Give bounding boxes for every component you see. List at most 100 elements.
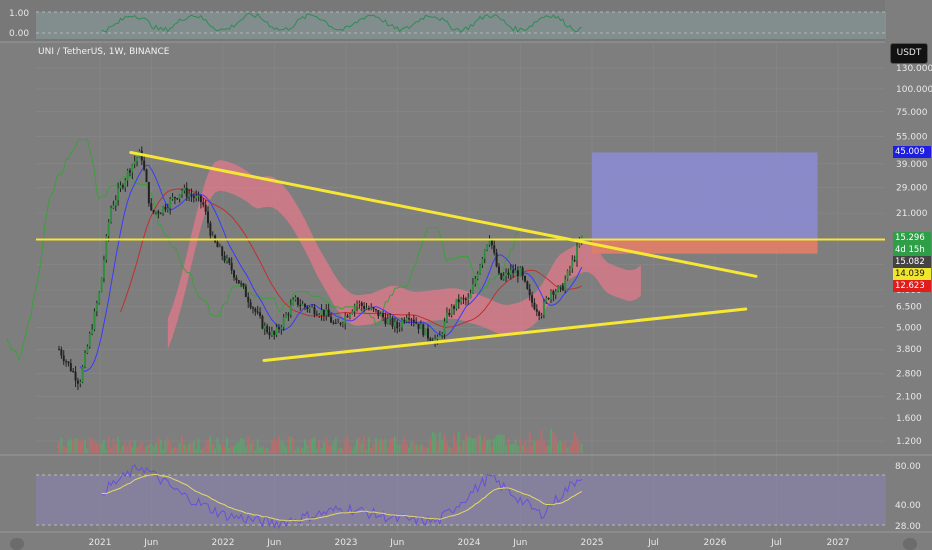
volume-bar bbox=[533, 440, 536, 453]
candle-body bbox=[436, 336, 439, 339]
triangle-lower-trendline[interactable] bbox=[262, 307, 748, 362]
volume-bar bbox=[159, 440, 162, 453]
volume-bar bbox=[488, 439, 491, 453]
candle-body bbox=[441, 333, 444, 336]
candle-body bbox=[261, 316, 264, 329]
volume-bar bbox=[209, 436, 212, 453]
volume-bar bbox=[419, 443, 422, 453]
position-target-box[interactable] bbox=[592, 152, 818, 240]
volume-bar bbox=[417, 445, 420, 453]
settings-circle-left[interactable] bbox=[10, 538, 24, 550]
price-tick-label: 1.600 bbox=[896, 414, 922, 424]
volume-bar bbox=[365, 449, 368, 453]
candle-body bbox=[339, 322, 342, 325]
candle-body bbox=[88, 333, 91, 347]
settings-circle-right[interactable] bbox=[903, 538, 917, 550]
time-axis[interactable]: 2021 Jun 2022 Jun 2023 Jun 2024 Jun 2025 Jul 2026 J… bbox=[89, 538, 850, 548]
volume-bar bbox=[552, 431, 555, 453]
candle-body bbox=[223, 255, 226, 262]
candle-body bbox=[211, 235, 214, 237]
candle-body bbox=[358, 302, 361, 304]
volume-bar bbox=[578, 441, 581, 453]
base-line bbox=[120, 188, 583, 328]
time-tick-label: Jun bbox=[143, 538, 158, 548]
candle-body bbox=[566, 270, 569, 280]
candle-body bbox=[171, 197, 174, 200]
candle-body bbox=[195, 195, 198, 198]
candle-body bbox=[479, 264, 482, 274]
price-tag: 4d 15h bbox=[893, 244, 931, 257]
volume-bar bbox=[65, 448, 68, 453]
volume-bar bbox=[391, 437, 394, 453]
volume-bar bbox=[240, 438, 243, 453]
volume-bar bbox=[282, 442, 285, 453]
candle-body bbox=[308, 307, 311, 310]
candle-body bbox=[112, 205, 115, 209]
candle-body bbox=[128, 170, 131, 173]
candle-body bbox=[554, 291, 557, 295]
candle-body bbox=[237, 280, 240, 284]
volume-bar bbox=[450, 447, 453, 453]
volume-bar bbox=[460, 446, 463, 453]
candle-body bbox=[86, 346, 89, 354]
volume-bar bbox=[315, 448, 318, 453]
volume-bar bbox=[244, 446, 247, 453]
volume-bar bbox=[261, 446, 264, 453]
volume-bar bbox=[251, 440, 254, 453]
volume-bar bbox=[100, 443, 103, 453]
candle-body bbox=[521, 267, 524, 277]
volume-bar bbox=[292, 438, 295, 453]
candle-body bbox=[419, 324, 422, 329]
currency-button[interactable]: USDT bbox=[890, 43, 928, 64]
candle-body bbox=[450, 306, 453, 316]
candle-body bbox=[374, 309, 377, 311]
volume-bar bbox=[512, 443, 515, 453]
time-tick-label: Jun bbox=[512, 538, 527, 548]
volume-bar bbox=[507, 437, 510, 453]
candle-body bbox=[559, 285, 562, 287]
volume-bar bbox=[207, 439, 210, 453]
candle-body bbox=[275, 327, 278, 335]
candle-body bbox=[204, 204, 207, 212]
pair-label: UNI / TetherUS, 1W, BINANCE bbox=[38, 47, 170, 57]
volume-bar bbox=[453, 433, 456, 453]
candle-body bbox=[164, 206, 167, 210]
candle-body bbox=[398, 327, 401, 329]
volume-bar bbox=[528, 432, 531, 453]
volume-bar bbox=[531, 445, 534, 453]
candle-body bbox=[412, 319, 415, 323]
volume-bar bbox=[580, 443, 583, 453]
time-tick-label: Jul bbox=[770, 538, 782, 548]
top-panel-indicator-line bbox=[101, 12, 583, 34]
volume-bar bbox=[412, 441, 415, 453]
candle-body bbox=[348, 313, 351, 318]
candle-body bbox=[424, 328, 427, 336]
volume-bar bbox=[112, 438, 115, 453]
triangle-upper-trendline[interactable] bbox=[129, 150, 758, 278]
candle-body bbox=[535, 309, 538, 312]
volume-bar bbox=[247, 436, 250, 453]
volume-bar bbox=[403, 437, 406, 453]
candle-body bbox=[434, 338, 437, 343]
volume-bar bbox=[308, 439, 311, 453]
candle-body bbox=[550, 290, 552, 299]
candle-body bbox=[247, 296, 250, 303]
volume-bar bbox=[374, 437, 377, 453]
candle-body bbox=[379, 313, 382, 317]
candle-body bbox=[230, 262, 233, 271]
volume-bar bbox=[339, 447, 342, 453]
candle-body bbox=[98, 292, 101, 304]
volume-bar bbox=[199, 449, 202, 453]
candlesticks bbox=[58, 146, 583, 391]
candle-body bbox=[417, 323, 420, 329]
position-stop-box[interactable] bbox=[592, 239, 818, 254]
volume-bar bbox=[576, 437, 579, 453]
time-tick-label: 2025 bbox=[581, 538, 604, 548]
candle-body bbox=[79, 382, 82, 384]
volume-bar bbox=[157, 437, 160, 453]
volume-bar bbox=[76, 438, 79, 453]
volume-bar bbox=[86, 448, 89, 453]
volume-bar bbox=[121, 445, 124, 453]
volume-bar bbox=[152, 446, 155, 453]
